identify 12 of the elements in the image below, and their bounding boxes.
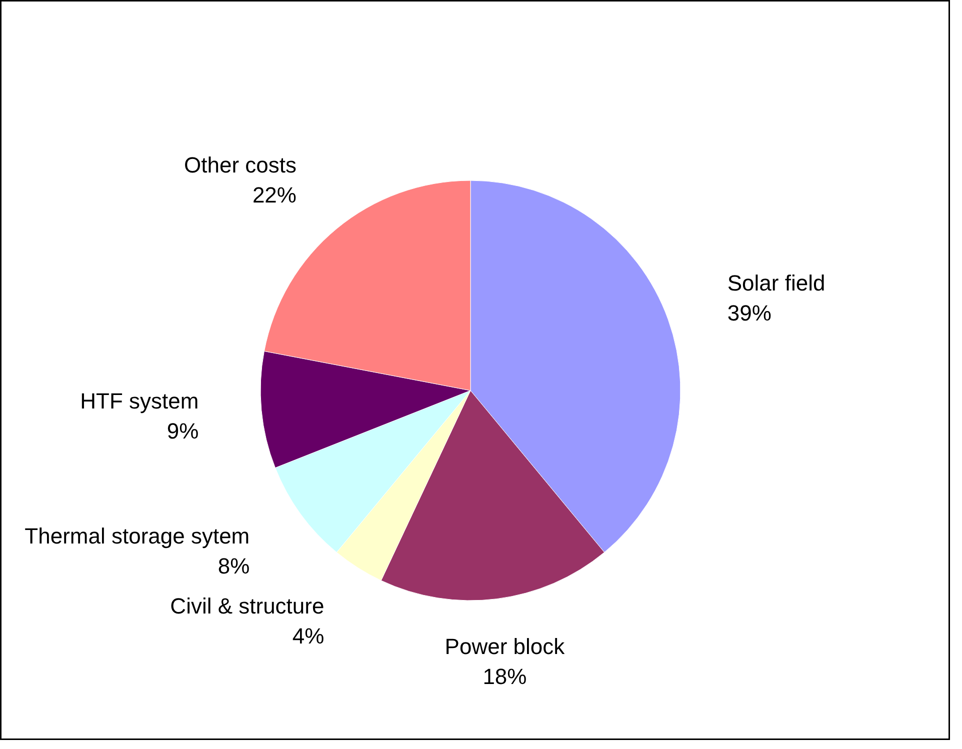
slice-label: Thermal storage sytem bbox=[24, 523, 250, 548]
data-label: 8% bbox=[218, 553, 250, 578]
slice-label: HTF system bbox=[80, 388, 199, 414]
slice-label: Civil & structure bbox=[170, 594, 324, 618]
slice-label: Other costs bbox=[184, 152, 296, 178]
data-label: 18% bbox=[482, 664, 527, 689]
data-label: 9% bbox=[166, 418, 199, 444]
data-label: 4% bbox=[292, 624, 324, 648]
slice-label: Power block bbox=[444, 634, 566, 659]
slice-label: Solar field bbox=[727, 270, 826, 296]
data-label: 39% bbox=[727, 300, 772, 326]
data-label: 22% bbox=[252, 182, 296, 208]
